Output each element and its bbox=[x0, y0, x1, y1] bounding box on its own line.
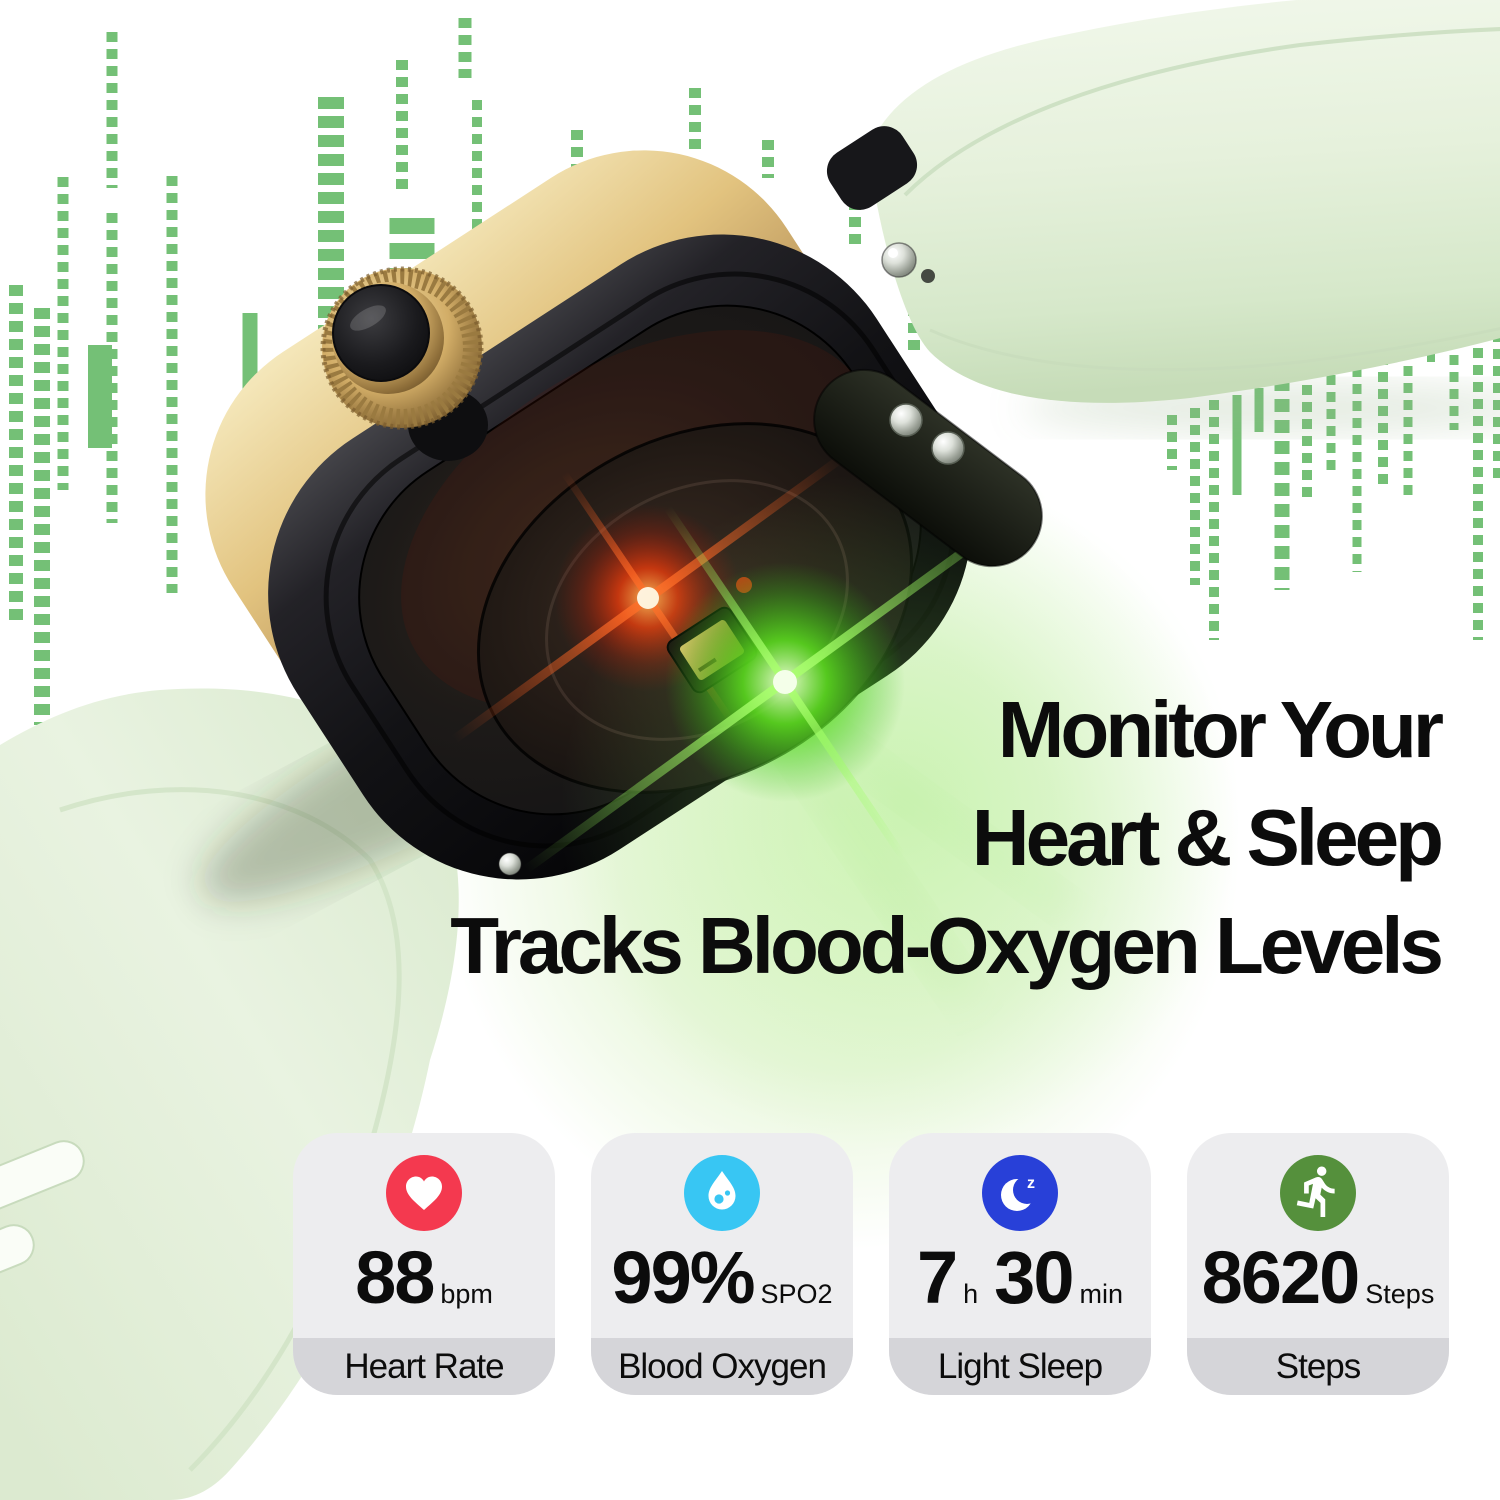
smartwatch bbox=[205, 126, 1240, 1150]
light-sleep-card: z 7 h 30 min Light Sleep bbox=[889, 1133, 1151, 1395]
stat-cards: 88 bpm Heart Rate 99% SPO2 Blood Oxygen … bbox=[293, 1133, 1449, 1395]
charging-contacts bbox=[813, 368, 1043, 568]
heart-rate-value: 88 bpm bbox=[355, 1236, 493, 1319]
heart-rate-card: 88 bpm Heart Rate bbox=[293, 1133, 555, 1395]
headline-line-2: Heart & Sleep bbox=[971, 793, 1444, 882]
headline-line-1: Monitor Your bbox=[997, 685, 1444, 774]
steps-value: 8620 Steps bbox=[1201, 1236, 1435, 1319]
water-drop-icon bbox=[684, 1155, 760, 1231]
card-label: Blood Oxygen bbox=[591, 1338, 853, 1395]
light-sleep-value: 7 h 30 min bbox=[916, 1236, 1123, 1319]
heart-icon bbox=[386, 1155, 462, 1231]
steps-card: 8620 Steps Steps bbox=[1187, 1133, 1449, 1395]
strap-lug bbox=[826, 126, 918, 210]
card-label: Light Sleep bbox=[889, 1338, 1151, 1395]
optical-sensor bbox=[451, 422, 1240, 1150]
runner-icon bbox=[1280, 1155, 1356, 1231]
green-led-core bbox=[773, 670, 797, 694]
strap-screw bbox=[881, 242, 917, 278]
strap-holes bbox=[0, 1140, 85, 1300]
card-label: Heart Rate bbox=[293, 1338, 555, 1395]
moon-icon: z bbox=[982, 1155, 1058, 1231]
watch-crown bbox=[320, 266, 484, 430]
headline: Monitor Your Heart & Sleep Tracks Blood-… bbox=[450, 676, 1444, 1000]
watch-strap-upper bbox=[868, 0, 1500, 434]
blood-oxygen-card: 99% SPO2 Blood Oxygen bbox=[591, 1133, 853, 1395]
card-label: Steps bbox=[1187, 1338, 1449, 1395]
svg-text:z: z bbox=[1027, 1175, 1035, 1192]
strap-pin bbox=[498, 852, 522, 876]
blood-oxygen-value: 99% SPO2 bbox=[611, 1236, 833, 1319]
headline-line-3: Tracks Blood-Oxygen Levels bbox=[450, 901, 1444, 990]
